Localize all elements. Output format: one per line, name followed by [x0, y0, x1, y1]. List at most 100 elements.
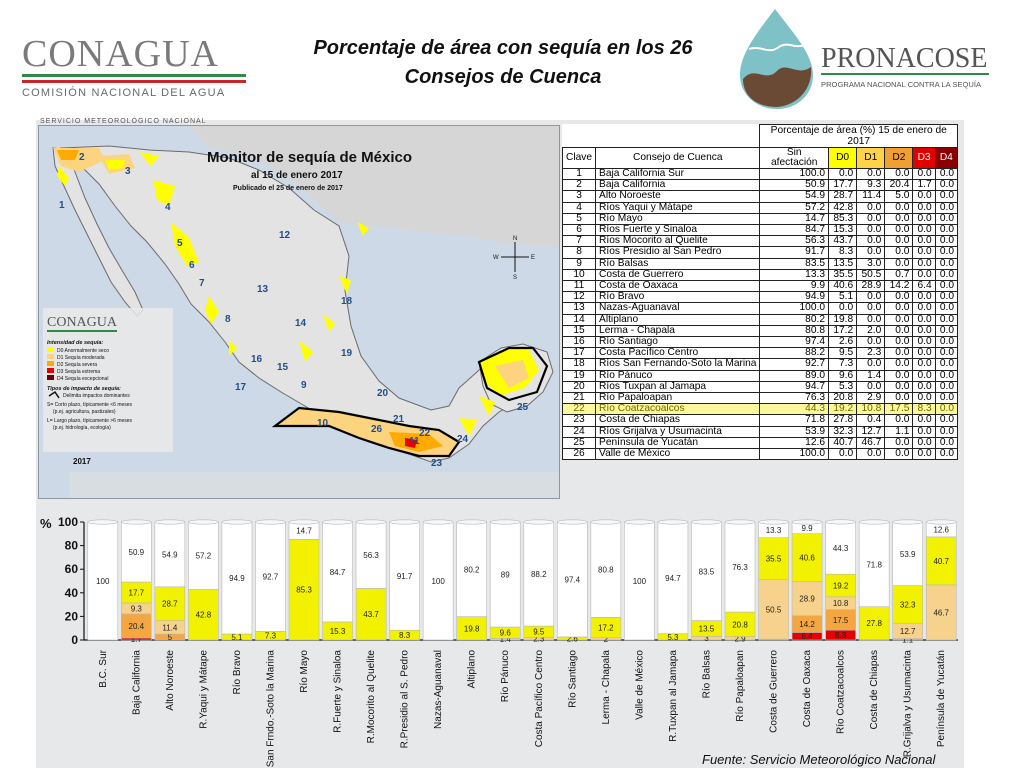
table-cell-value: 13.3	[759, 268, 829, 282]
svg-text:E: E	[531, 255, 535, 261]
table-cell-clave: 4	[561, 201, 597, 214]
impact-outline-yucatan	[477, 346, 549, 402]
x-tick-label: Río Balsas	[701, 650, 712, 698]
table-cell-value: 80.2	[759, 313, 829, 326]
table-cell-consejo: Península de Yucatán	[595, 436, 761, 450]
data-label: 40.6	[799, 554, 815, 563]
table-cell-value: 0.0	[934, 268, 959, 282]
data-label: 14.2	[799, 620, 815, 629]
data-label: 17.7	[129, 589, 145, 598]
table-cell-value: 0.0	[856, 291, 886, 304]
table-cell-value: 2.6	[827, 336, 858, 349]
region-number: 10	[317, 418, 329, 429]
x-tick-label: Altiplano	[467, 650, 478, 689]
y-tick-label: 60	[65, 562, 79, 576]
table-cell-consejo: Costa de Oaxaca	[595, 280, 761, 293]
bar-segment-sin-afectaci-n	[422, 521, 454, 641]
table-row: 24 Ríos Grijalva y Usumacinta 53.9 32.3 12.7…	[561, 425, 959, 438]
table-cell-value: 0.0	[856, 313, 886, 326]
table-cell-value: 40.7	[827, 436, 858, 450]
data-label: 100	[633, 577, 647, 586]
map-service-label: SERVICIO METEOROLÓGICO NACIONAL	[40, 118, 207, 125]
bar-segment-sin-afectaci-n	[121, 521, 152, 583]
table-cell-clave: 1	[561, 167, 597, 181]
data-label: 94.9	[229, 574, 245, 583]
table-cell-value: 0.0	[934, 436, 959, 450]
x-tick-label: Río Mayo	[299, 650, 310, 693]
table-cell-value: 0.0	[856, 380, 886, 394]
conagua-logo-text: CONAGUA	[22, 33, 219, 75]
table-cell-consejo: Lerma - Chapala	[595, 324, 761, 338]
map-year: 2017	[73, 457, 91, 466]
table-cell-value: 44.3	[759, 403, 829, 416]
bar-segment-d0	[188, 589, 219, 641]
data-label: 6.4	[802, 632, 814, 641]
table-cell-value: 97.4	[759, 336, 829, 349]
bar-segment-d0	[758, 537, 789, 580]
bar-cap	[87, 519, 119, 525]
table-cell-value: 85.3	[827, 212, 858, 226]
data-label: 1.7	[131, 635, 143, 644]
data-label: 13.3	[766, 526, 782, 535]
data-label: 100	[96, 577, 110, 586]
table-cell-value: 89.0	[759, 369, 829, 382]
legend-impact-s: S= Corto plazo, típicamente <6 meses	[47, 402, 133, 408]
table-cell-value: 0.0	[912, 369, 936, 382]
table-cell-value: 0.0	[856, 302, 886, 315]
table-cell-consejo: Ríos Presidio al San Pedro	[595, 246, 761, 259]
timeline-strip: 2017	[69, 457, 559, 498]
table-cell-value: 11.4	[856, 190, 886, 203]
bar-segment-d0	[892, 585, 923, 625]
table-cell-clave: 2	[561, 179, 597, 192]
table-cell-value: 5.3	[827, 380, 858, 394]
table-cell-value: 0.0	[856, 358, 886, 371]
table-cell-value: 0.0	[934, 235, 959, 248]
data-label: 35.5	[766, 555, 782, 564]
table-cell-value: 19.2	[827, 403, 858, 416]
table-cell-consejo: Baja California	[595, 179, 761, 192]
table-cell-value: 0.0	[884, 167, 914, 181]
table-cell-value: 42.8	[827, 201, 858, 214]
table-cell-consejo: Altiplano	[595, 313, 761, 326]
x-tick-label: Lerma - Chapala	[601, 650, 612, 725]
legend-impact-l: L= Largo plazo, típicamente >6 meses	[47, 418, 133, 424]
map-title: Monitor de sequía de México	[207, 149, 412, 166]
table-row: 15 Lerma - Chapala 80.8 17.2 2.0 0.0 0.0 0.0	[561, 324, 959, 338]
bar-segment-sin-afectaci-n	[892, 521, 923, 586]
x-tick-label: Río Coatzacoalcos	[836, 650, 847, 734]
svg-text:W: W	[493, 255, 499, 261]
table-cell-value: 17.5	[884, 403, 914, 416]
data-label: 17.5	[833, 616, 849, 625]
y-tick-label: 40	[65, 586, 79, 600]
legend-item: D2 Sequía severa	[57, 362, 97, 368]
bar-segment-d0	[858, 606, 890, 640]
bar-segment-sin-afectaci-n	[691, 521, 722, 621]
table-cell-value: 35.5	[827, 268, 858, 282]
table-cell-value: 32.3	[827, 425, 858, 438]
table-cell-value: 57.2	[759, 201, 829, 214]
table-row: 8 Ríos Presidio al San Pedro 91.7 8.3 0.0 0.0…	[561, 246, 959, 259]
table-cell-consejo: Ríos Fuerte y Sinaloa	[595, 224, 761, 237]
region-number: 23	[431, 458, 443, 469]
table-cell-value: 100.0	[759, 302, 829, 315]
table-row: 5 Río Mayo 14.7 85.3 0.0 0.0 0.0 0.0	[561, 212, 959, 226]
table-cell-value: 0.0	[856, 167, 886, 181]
data-label: 83.5	[699, 567, 715, 576]
map-legend: CONAGUA Intensidad de sequía: D0 Anormal…	[43, 308, 173, 452]
table-cell-value: 0.0	[912, 235, 936, 248]
bar-cap	[322, 519, 353, 525]
x-tick-label: Nazas-Aguanaval	[433, 650, 444, 729]
table-cell-value: 0.0	[934, 425, 959, 438]
data-label: 32.3	[900, 601, 916, 610]
table-cell-value: 0.0	[934, 224, 959, 237]
table-cell-value: 0.4	[856, 414, 886, 427]
table-cell-value: 0.0	[934, 392, 959, 405]
pronacose-drop-icon	[740, 9, 813, 109]
table-cell-value: 100.0	[759, 167, 829, 181]
table-cell-value: 0.0	[884, 235, 914, 248]
table-cell-value: 20.4	[884, 179, 914, 192]
table-cell-value: 0.0	[856, 336, 886, 349]
table-cell-clave: 13	[561, 302, 597, 315]
logo-stripe-red	[22, 80, 246, 83]
pronacose-logo-text: PRONACOSE	[821, 43, 987, 74]
